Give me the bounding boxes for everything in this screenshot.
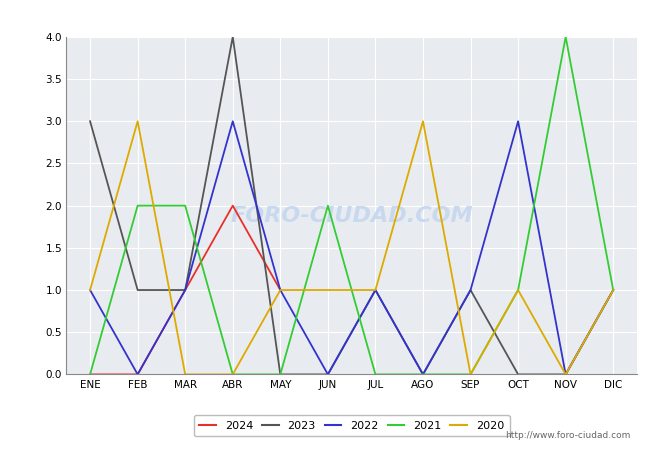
Legend: 2024, 2023, 2022, 2021, 2020: 2024, 2023, 2022, 2021, 2020 xyxy=(194,415,510,436)
Text: http://www.foro-ciudad.com: http://www.foro-ciudad.com xyxy=(505,431,630,440)
Text: Matriculaciones de Vehiculos en Torres Torres: Matriculaciones de Vehiculos en Torres T… xyxy=(159,9,491,24)
Text: FORO-CIUDAD.COM: FORO-CIUDAD.COM xyxy=(230,206,473,226)
